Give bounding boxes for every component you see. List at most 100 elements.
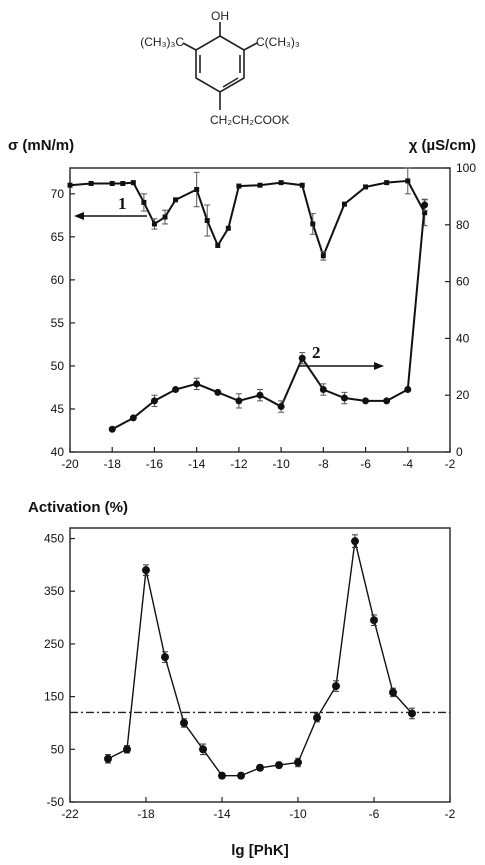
data-point <box>204 217 210 223</box>
y-tick-label-left: 45 <box>51 402 65 416</box>
data-point <box>421 201 429 209</box>
data-point <box>108 425 116 433</box>
arrow-1 <box>74 212 147 220</box>
data-point <box>129 414 137 422</box>
surface-tension-conductivity-chart: σ (mN/m) χ (µS/cm) -20 -18 -16 -14 -12 -10 -8 -… <box>8 137 476 471</box>
y-tick-label-right: 20 <box>456 388 470 402</box>
chart-title: Activation (%) <box>28 499 128 516</box>
data-point <box>319 386 327 394</box>
data-point <box>215 242 221 248</box>
data-point <box>88 180 94 186</box>
data-point <box>67 182 73 188</box>
x-tick-label: -6 <box>360 457 371 471</box>
x-tick-label: -12 <box>230 457 248 471</box>
data-point <box>180 718 188 727</box>
x-tick-label: -4 <box>402 457 413 471</box>
y-tick-label-right: 60 <box>456 275 470 289</box>
activation-series <box>104 534 416 780</box>
annotation-1: 1 <box>118 194 127 213</box>
data-point <box>275 761 283 770</box>
data-point <box>256 763 264 772</box>
data-point <box>199 745 207 754</box>
data-point <box>313 713 321 722</box>
x-tick-label: -14 <box>188 457 206 471</box>
data-point <box>141 199 147 205</box>
y-tick-label-right: 100 <box>456 161 476 175</box>
data-point <box>310 221 316 227</box>
y-tick-label-left: 55 <box>51 316 65 330</box>
series-1 <box>67 167 428 261</box>
data-point <box>235 397 243 405</box>
data-point <box>257 182 263 188</box>
x-tick-label: -18 <box>137 807 155 821</box>
data-point <box>256 391 264 399</box>
series-2 <box>108 198 429 433</box>
data-point <box>362 397 370 405</box>
data-point <box>389 688 397 697</box>
y-axis-label-left: σ (mN/m) <box>8 137 74 154</box>
data-point <box>408 709 416 718</box>
x-tick-label: -20 <box>61 457 79 471</box>
data-point <box>294 758 302 767</box>
y-tick-label: 50 <box>51 742 65 756</box>
data-point <box>142 566 150 575</box>
data-point <box>299 182 305 188</box>
x-tick-label: -18 <box>104 457 122 471</box>
series-line <box>69 179 426 259</box>
left-tbutyl-group: (CH₃)₃C <box>140 35 184 49</box>
data-point <box>278 180 284 186</box>
data-point <box>150 397 158 405</box>
y-tick-label-right: 40 <box>456 331 470 345</box>
data-point <box>384 180 390 186</box>
x-tick-label: -10 <box>272 457 290 471</box>
y-tick-label: -50 <box>47 795 65 809</box>
data-point <box>214 388 222 396</box>
data-point <box>237 771 245 780</box>
data-point <box>173 197 179 203</box>
y-tick-label-right: 80 <box>456 218 470 232</box>
arrow-2 <box>298 362 384 370</box>
data-point <box>218 771 226 780</box>
data-point <box>120 180 126 186</box>
data-point <box>298 354 306 362</box>
x-tick-label: -8 <box>318 457 329 471</box>
data-point <box>405 178 411 184</box>
series-line <box>111 204 426 431</box>
plot-frame <box>69 167 451 453</box>
x-tick-label: -16 <box>146 457 164 471</box>
activation-chart: Activation (%) -22 -18 -14 -10 -6 -2 -50 50 150 2… <box>28 499 456 859</box>
data-point <box>151 221 157 227</box>
x-axis-label: lg [PhK] <box>231 842 289 859</box>
y-tick-label: 150 <box>44 690 64 704</box>
data-point <box>340 394 348 402</box>
y-tick-label-left: 50 <box>51 359 65 373</box>
side-chain-group: CH₂CH₂COOK <box>210 113 289 127</box>
y-tick-label-right: 0 <box>456 445 463 459</box>
y-tick-label: 450 <box>44 532 64 546</box>
data-point <box>277 403 285 411</box>
data-point <box>320 253 326 259</box>
data-point <box>351 537 359 546</box>
annotation-2: 2 <box>312 343 321 362</box>
y-tick-label-left: 70 <box>51 187 65 201</box>
data-point <box>370 616 378 625</box>
x-tick-label: -10 <box>289 807 307 821</box>
data-point <box>363 184 369 190</box>
right-tbutyl-group: C(CH₃)₃ <box>256 35 300 49</box>
data-point <box>332 682 340 691</box>
y-tick-label: 350 <box>44 584 64 598</box>
data-point <box>162 214 168 220</box>
data-point <box>123 745 131 754</box>
data-point <box>193 380 201 388</box>
x-tick-label: -14 <box>213 807 231 821</box>
data-point <box>194 187 200 193</box>
data-point <box>341 201 347 207</box>
data-point <box>383 397 391 405</box>
x-tick-label: -2 <box>445 807 456 821</box>
series-line <box>107 541 413 777</box>
x-tick-label: -6 <box>369 807 380 821</box>
chemical-structure: OH (CH₃)₃C C(CH₃)₃ CH₂CH₂COOK <box>140 9 300 127</box>
y-tick-label-left: 65 <box>51 230 65 244</box>
oh-group: OH <box>211 9 229 23</box>
data-point <box>236 183 242 189</box>
